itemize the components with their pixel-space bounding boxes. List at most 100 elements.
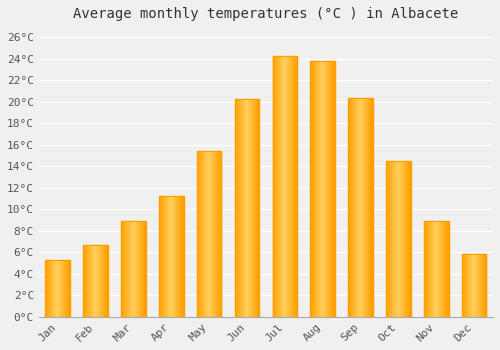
Bar [432, 221, 433, 317]
Bar [240, 99, 242, 317]
Bar [310, 61, 311, 317]
Bar [48, 260, 50, 317]
Bar [469, 254, 470, 317]
Bar [238, 99, 239, 317]
Bar [218, 151, 219, 317]
Bar [252, 99, 254, 317]
Bar [428, 221, 429, 317]
Bar [256, 99, 257, 317]
Bar [331, 61, 332, 317]
Bar [447, 221, 448, 317]
Bar [276, 56, 278, 317]
Bar [64, 260, 65, 317]
Bar [397, 161, 398, 317]
Bar [279, 56, 280, 317]
Bar [348, 98, 349, 317]
Bar [476, 254, 478, 317]
Bar [57, 260, 58, 317]
Bar [68, 260, 69, 317]
Bar [58, 260, 59, 317]
Bar [366, 98, 367, 317]
Bar [274, 56, 275, 317]
Bar [283, 56, 284, 317]
Bar [128, 221, 130, 317]
Bar [286, 56, 288, 317]
Bar [164, 196, 166, 317]
Bar [168, 196, 169, 317]
Bar [85, 245, 86, 317]
Bar [123, 221, 124, 317]
Bar [352, 98, 353, 317]
Bar [320, 61, 321, 317]
Bar [484, 254, 485, 317]
Bar [395, 161, 396, 317]
Bar [442, 221, 443, 317]
Bar [479, 254, 480, 317]
Bar [66, 260, 67, 317]
Bar [408, 161, 409, 317]
Bar [52, 260, 53, 317]
Bar [290, 56, 292, 317]
Bar [251, 99, 252, 317]
Bar [125, 221, 126, 317]
Bar [51, 260, 52, 317]
Bar [424, 221, 448, 317]
Bar [480, 254, 482, 317]
Bar [97, 245, 98, 317]
Bar [316, 61, 317, 317]
Bar [392, 161, 394, 317]
Bar [318, 61, 320, 317]
Bar [311, 61, 312, 317]
Bar [258, 99, 260, 317]
Bar [353, 98, 354, 317]
Bar [107, 245, 108, 317]
Bar [132, 221, 134, 317]
Bar [355, 98, 356, 317]
Bar [402, 161, 404, 317]
Bar [394, 161, 395, 317]
Bar [239, 99, 240, 317]
Bar [388, 161, 390, 317]
Bar [167, 196, 168, 317]
Bar [464, 254, 465, 317]
Bar [145, 221, 146, 317]
Bar [446, 221, 447, 317]
Bar [88, 245, 89, 317]
Bar [234, 99, 260, 317]
Bar [69, 260, 70, 317]
Bar [236, 99, 237, 317]
Bar [205, 151, 206, 317]
Bar [163, 196, 164, 317]
Bar [65, 260, 66, 317]
Bar [92, 245, 93, 317]
Bar [182, 196, 183, 317]
Bar [325, 61, 326, 317]
Bar [94, 245, 95, 317]
Bar [296, 56, 297, 317]
Bar [322, 61, 324, 317]
Bar [275, 56, 276, 317]
Bar [369, 98, 370, 317]
Bar [289, 56, 290, 317]
Bar [436, 221, 437, 317]
Bar [278, 56, 279, 317]
Bar [426, 221, 428, 317]
Bar [474, 254, 475, 317]
Bar [220, 151, 222, 317]
Bar [93, 245, 94, 317]
Bar [90, 245, 92, 317]
Bar [136, 221, 138, 317]
Bar [102, 245, 103, 317]
Bar [313, 61, 314, 317]
Bar [211, 151, 212, 317]
Bar [173, 196, 174, 317]
Bar [159, 196, 160, 317]
Bar [200, 151, 201, 317]
Bar [293, 56, 294, 317]
Bar [272, 56, 297, 317]
Bar [219, 151, 220, 317]
Bar [127, 221, 128, 317]
Bar [135, 221, 136, 317]
Bar [56, 260, 57, 317]
Bar [363, 98, 364, 317]
